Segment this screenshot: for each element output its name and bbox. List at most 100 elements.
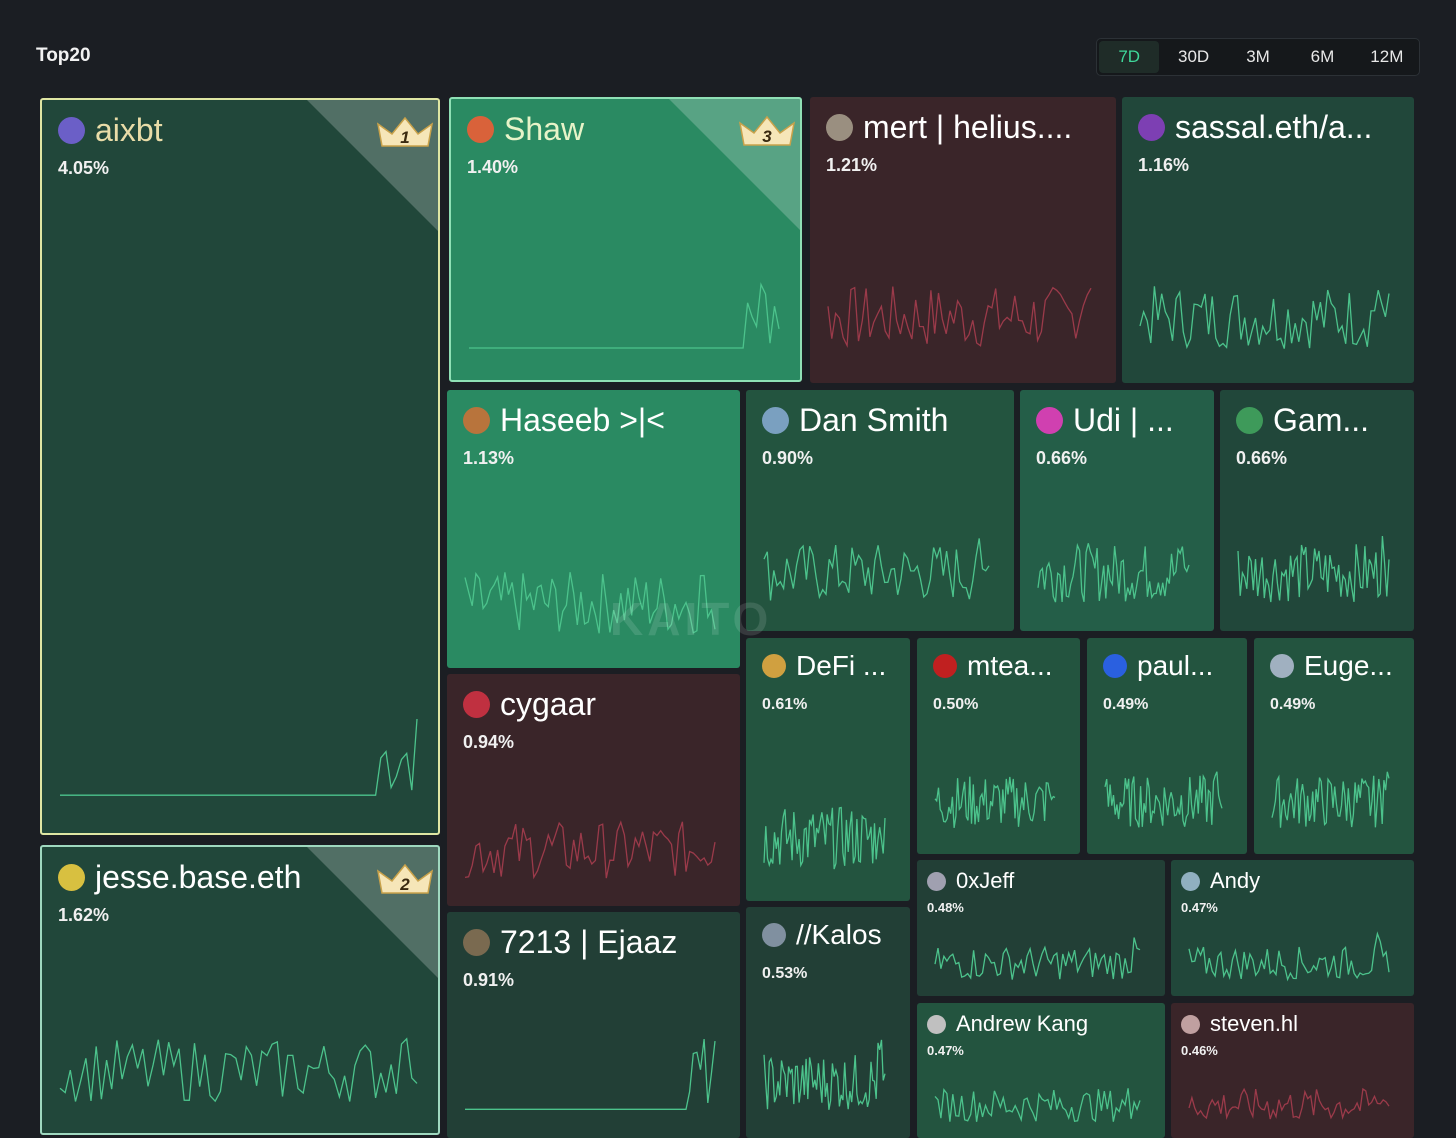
tile-share: 4.05% (58, 158, 110, 178)
tile[interactable]: Dan Smith 0.90% (746, 390, 1014, 631)
tile-label: steven.hl (1210, 1011, 1299, 1036)
tile[interactable]: sassal.eth/a... 1.16% (1122, 97, 1414, 383)
avatar (1138, 114, 1165, 141)
tile[interactable]: mert | helius.... 1.21% (810, 97, 1116, 383)
tile-share: 1.62% (58, 905, 110, 925)
tile-label: Dan Smith (799, 402, 949, 438)
tile[interactable]: Andy 0.47% (1171, 860, 1414, 996)
tile-share: 1.16% (1138, 155, 1190, 175)
tile[interactable]: mtea... 0.50% (917, 638, 1080, 854)
tile[interactable]: 0xJeff 0.48% (917, 860, 1165, 996)
period-tab[interactable]: 6M (1310, 47, 1335, 66)
tile-share: 0.94% (463, 732, 515, 752)
tile[interactable]: Haseeb >|< 1.13% (447, 390, 740, 668)
tile-name: paul... (1103, 650, 1213, 682)
sparkline (59, 1037, 418, 1103)
section-title: Top20 (36, 45, 91, 66)
tile[interactable]: DeFi ... 0.61% (746, 638, 910, 901)
avatar (1103, 654, 1127, 678)
sparkline (763, 538, 990, 601)
tile[interactable]: Euge... 0.49% (1254, 638, 1414, 854)
tile[interactable]: steven.hl 0.46% (1171, 1003, 1414, 1138)
tile-name: aixbt (58, 112, 163, 149)
tile[interactable]: 2 jesse.base.eth 1.62% (40, 845, 440, 1135)
tile[interactable]: 3 Shaw 1.40% (449, 97, 802, 382)
tile[interactable]: Udi | ... 0.66% (1020, 390, 1214, 631)
tile-share: 0.66% (1036, 448, 1088, 468)
tile-label: Udi | ... (1073, 402, 1174, 438)
period-tab[interactable]: 7D (1099, 41, 1160, 73)
tile-label: 7213 | Ejaaz (500, 924, 678, 960)
avatar (933, 654, 957, 678)
tile[interactable]: 1 aixbt 4.05% (40, 98, 440, 835)
crown-corner (307, 847, 438, 978)
tile-share: 0.61% (762, 696, 808, 713)
avatar (463, 691, 490, 718)
tile-name: 7213 | Ejaaz (463, 924, 677, 961)
tile-label: jesse.base.eth (95, 859, 302, 895)
sparkline-area (763, 1039, 886, 1110)
sparkline (763, 1039, 886, 1110)
tile-name: //Kalos (762, 919, 882, 951)
sparkline-area (1188, 931, 1390, 982)
avatar (762, 923, 786, 947)
tile[interactable]: Gam... 0.66% (1220, 390, 1414, 631)
tile-name: steven.hl (1181, 1011, 1298, 1037)
avatar (1270, 654, 1294, 678)
tile-share: 0.66% (1236, 448, 1288, 468)
tile-name: Shaw (467, 111, 584, 148)
tile[interactable]: Andrew Kang 0.47% (917, 1003, 1165, 1138)
tile-name: mert | helius.... (826, 109, 1072, 146)
tile-name: cygaar (463, 686, 596, 723)
tile[interactable]: paul... 0.49% (1087, 638, 1247, 854)
sparkline (464, 571, 716, 634)
tile-name: sassal.eth/a... (1138, 109, 1372, 146)
tile-label: Haseeb >|< (500, 402, 665, 438)
avatar (1181, 1014, 1200, 1034)
tile[interactable]: 7213 | Ejaaz 0.91% (447, 912, 740, 1138)
sparkline-area: 1 (60, 100, 438, 796)
tile-share: 0.50% (933, 696, 979, 713)
sparkline-area (763, 806, 886, 870)
sparkline (934, 1088, 1141, 1123)
tile-label: mert | helius.... (863, 109, 1073, 145)
sparkline (1037, 542, 1190, 603)
tile[interactable]: //Kalos 0.53% (746, 907, 910, 1138)
sparkline (827, 286, 1092, 348)
sparkline (934, 937, 1141, 980)
tile-share: 1.13% (463, 448, 515, 468)
tile-name: DeFi ... (762, 650, 886, 682)
sparkline-area (827, 286, 1092, 348)
sparkline-area (763, 538, 990, 601)
period-tab[interactable]: 12M (1370, 47, 1404, 66)
period-tab[interactable]: 3M (1246, 47, 1270, 66)
period-tab[interactable]: 30D (1178, 47, 1210, 66)
sparkline (1271, 771, 1390, 828)
sparkline-area (1104, 771, 1223, 828)
sparkline (1139, 286, 1390, 350)
crown (738, 115, 796, 146)
tile-name: Gam... (1236, 402, 1369, 439)
sparkline (1104, 771, 1223, 828)
tile-label: 0xJeff (956, 868, 1015, 893)
tile[interactable]: cygaar 0.94% (447, 674, 740, 906)
avatar (762, 654, 786, 678)
crown-corner (307, 100, 438, 231)
tile-name: Euge... (1270, 650, 1393, 682)
sparkline-area: 3 (469, 99, 800, 349)
avatar (826, 114, 853, 141)
sparkline-area (934, 937, 1141, 980)
tile-name: Andrew Kang (927, 1011, 1088, 1037)
tile-label: Gam... (1273, 402, 1370, 438)
avatar (1236, 407, 1263, 434)
sparkline (469, 282, 780, 349)
tile-label: mtea... (967, 650, 1053, 681)
sparkline (60, 718, 418, 796)
tile-share: 0.48% (927, 900, 964, 915)
tile-name: Haseeb >|< (463, 402, 665, 439)
tile-label: //Kalos (796, 919, 882, 950)
sparkline (1188, 931, 1390, 982)
sparkline (1237, 535, 1390, 603)
crown-rank: 1 (400, 128, 409, 147)
